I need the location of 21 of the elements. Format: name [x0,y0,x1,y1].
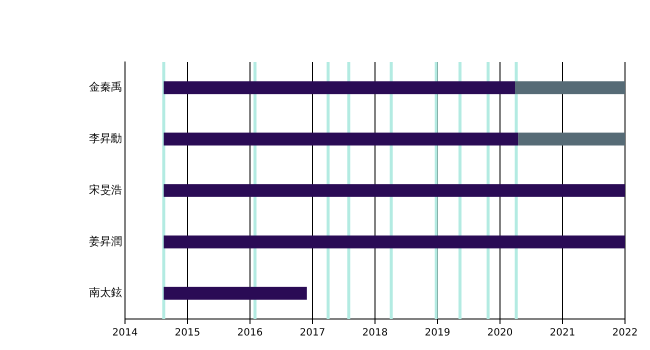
x-tick-label: 2018 [362,328,388,339]
y-tick-label: 金秦禹 [89,80,122,94]
bar [164,81,515,94]
bar [164,132,518,146]
x-tick-label: 2020 [487,328,513,339]
x-tick-label: 2015 [174,328,200,339]
y-tick-label: 南太鉉 [89,286,122,300]
y-tick-label: 宋旻浩 [89,183,122,196]
x-tick-label: 2021 [550,328,576,339]
y-tick-label: 李昇勳 [89,132,122,145]
bar [164,184,625,197]
x-tick-label: 2016 [237,328,263,339]
bar [164,235,625,248]
x-tick-label: 2017 [300,328,326,339]
bar [518,132,625,146]
bar [164,286,307,300]
x-tick-label: 2022 [612,328,638,339]
y-tick-label: 姜昇潤 [89,234,122,248]
bar [515,81,625,94]
x-tick-label: 2019 [424,328,450,339]
x-tick-label: 2014 [112,328,138,339]
